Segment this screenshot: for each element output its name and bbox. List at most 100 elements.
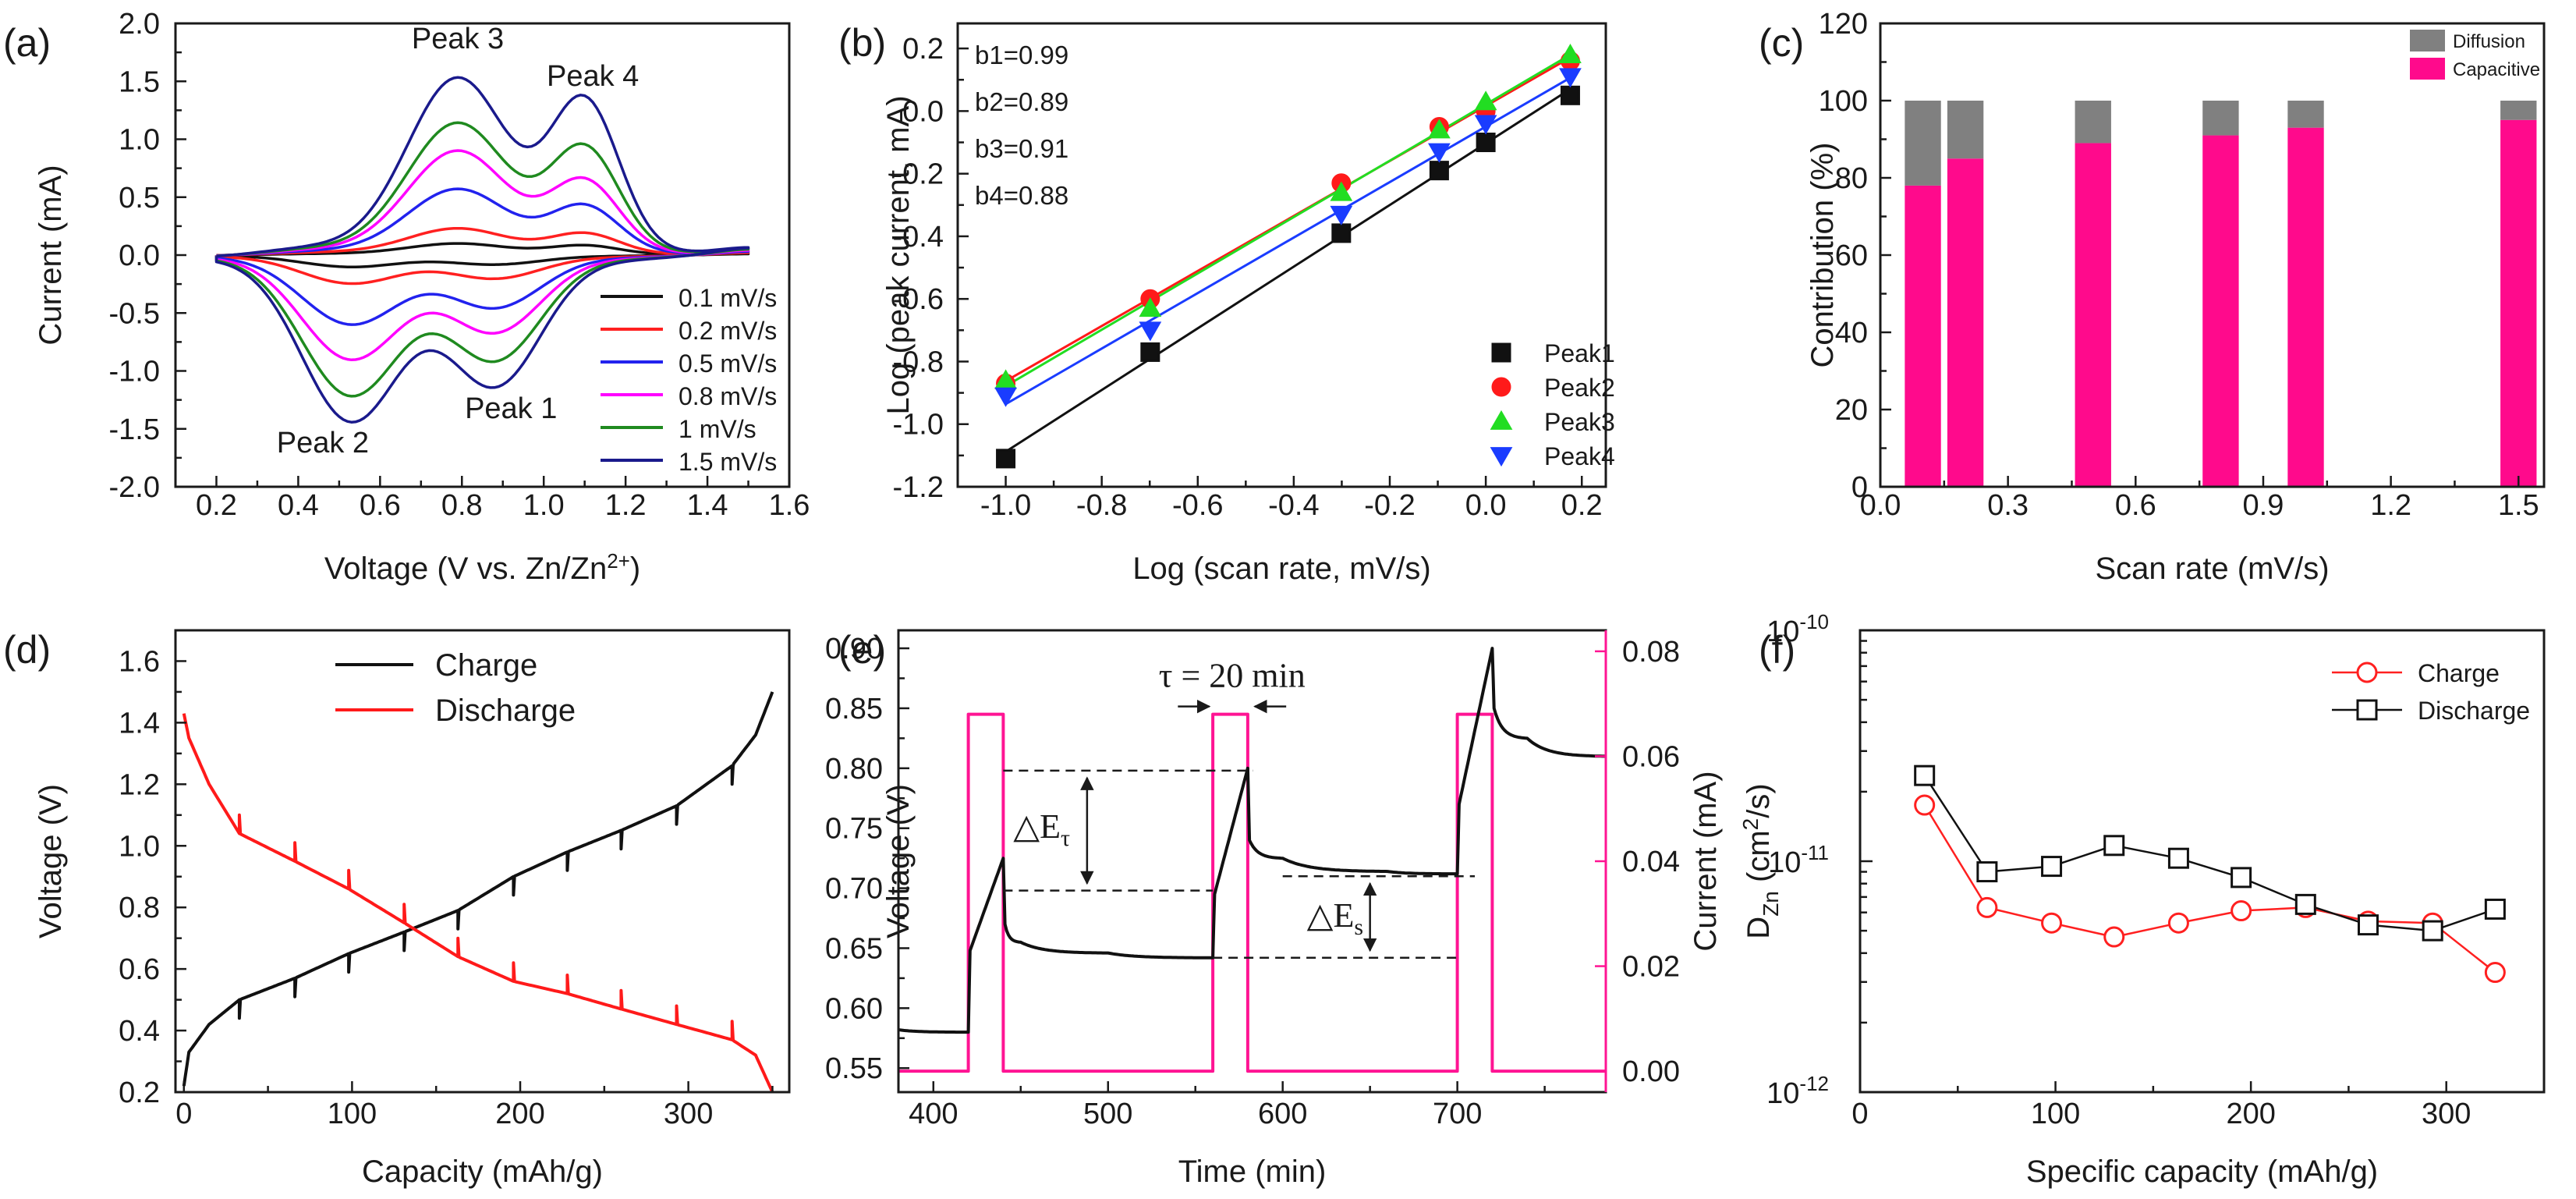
data-point: [2422, 920, 2443, 942]
y-tick-label: -1.2: [893, 471, 944, 504]
y-axis-label-sup: 2: [1738, 818, 1763, 831]
data-point: [1139, 321, 1162, 342]
x-tick-label: 0: [175, 1098, 192, 1130]
fit-line-3: [1005, 76, 1571, 406]
panel-label: (b): [838, 21, 886, 65]
delta-e-tau-label: △Eτ: [1013, 807, 1070, 851]
legend-label: 0.8 mV/s: [679, 382, 777, 410]
y-tick-label: 60: [1835, 239, 1868, 272]
data-point: [2357, 914, 2379, 936]
x-tick-label: 200: [2226, 1098, 2275, 1130]
legend-label: 1.5 mV/s: [679, 448, 777, 476]
y-tick-label: 10-11: [1768, 841, 1829, 879]
data-point: [2231, 867, 2252, 889]
y-tick-exp: -12: [1799, 1072, 1829, 1095]
delta-e-tau-sub: τ: [1061, 825, 1070, 851]
y-tick-label: 1.6: [119, 645, 160, 678]
x-tick-label: 0.9: [2243, 489, 2284, 522]
y-tick-label: -1.0: [893, 409, 944, 442]
x-tick-label: 1.0: [523, 489, 565, 522]
panel-label: (e): [838, 628, 886, 672]
y2-tick-label: 0.00: [1622, 1055, 1680, 1088]
x-tick-label: 1.5: [2498, 489, 2539, 522]
y-tick-label: 0.6: [119, 953, 160, 986]
y-tick-label: 0.90: [825, 633, 883, 665]
x-tick-label: -0.8: [1076, 489, 1127, 522]
y-axis-label-end: /s): [1742, 783, 1776, 818]
x-axis-label: Log (scan rate, mV/s): [1132, 552, 1430, 586]
y-axis-label-rest: (cm: [1742, 830, 1776, 891]
data-point: [2103, 926, 2125, 948]
x-tick-label: -0.2: [1364, 489, 1415, 522]
x-tick-label: 1.4: [687, 489, 728, 522]
y-axis-label-sub: Zn: [1759, 891, 1783, 917]
x-axis-label: Time (min): [1178, 1155, 1327, 1189]
x-tick-label: 0.4: [278, 489, 319, 522]
data-point: [1474, 90, 1497, 111]
data-point: [1428, 119, 1451, 139]
bar-diffusion: [1905, 101, 1941, 186]
y-tick-label: 0.65: [825, 932, 883, 965]
legend-marker: [1490, 410, 1513, 430]
legend-label: Charge: [435, 648, 537, 683]
y-tick-label: 0.2: [902, 33, 944, 66]
bar-diffusion: [2500, 101, 2537, 120]
legend-label: Charge: [2418, 659, 2500, 687]
peak-label: Peak 4: [547, 60, 639, 93]
peak-label: Peak 1: [465, 392, 557, 425]
y-tick-label: -0.8: [893, 346, 944, 378]
b-value-label: b4=0.88: [975, 181, 1068, 210]
x-axis-label-text: Voltage (V vs. Zn/Zn: [324, 552, 607, 586]
b-value-label: b2=0.89: [975, 87, 1068, 116]
bar-capacitive: [1905, 185, 1941, 487]
data-point: [1139, 297, 1162, 317]
y-tick-label: 0.60: [825, 992, 883, 1025]
y2-axis-label: Current (mA): [1688, 771, 1723, 951]
x-tick-label: 700: [1433, 1098, 1482, 1130]
x-tick-label: 1.2: [605, 489, 647, 522]
panel-label: (d): [3, 628, 51, 672]
legend-label: Peak3: [1544, 408, 1615, 436]
y-tick-label: 0: [1851, 471, 1868, 504]
cv-curve-5: [214, 76, 750, 424]
y-tick-label: 120: [1819, 8, 1868, 41]
y-tick-label: 0.0: [119, 239, 160, 272]
y-axis-label: Voltage (V): [34, 784, 68, 938]
peak-label: Peak 3: [412, 23, 504, 55]
legend-label: Peak4: [1544, 442, 1615, 470]
x-tick-label: -0.6: [1172, 489, 1223, 522]
legend-marker: [1490, 447, 1513, 467]
data-point: [1914, 794, 1936, 816]
x-tick-label: 1.6: [769, 489, 810, 522]
legend-label: Diffusion: [2453, 31, 2525, 52]
data-point: [1559, 68, 1582, 88]
data-point: [1428, 143, 1451, 163]
y-tick-label: -1.0: [109, 356, 160, 388]
delta-e-tau-main: △E: [1013, 807, 1061, 846]
legend-label: 0.5 mV/s: [679, 349, 777, 378]
y-tick-label: -2.0: [109, 471, 160, 504]
y-tick-label: 0.4: [119, 1015, 160, 1048]
legend-label: Peak1: [1544, 339, 1615, 367]
data-point: [1331, 223, 1352, 243]
panel-label: (f): [1759, 628, 1795, 672]
data-point: [1474, 115, 1497, 135]
bar-diffusion: [2287, 101, 2324, 128]
data-point: [1914, 764, 1936, 786]
gitt-curve-0: [182, 691, 774, 1087]
x-tick-label: 0.2: [1561, 489, 1603, 522]
x-axis-label: Voltage (V vs. Zn/Zn2+): [324, 549, 640, 586]
plot-frame: [174, 629, 791, 1094]
x-tick-label: 0.8: [441, 489, 483, 522]
y-tick-base: 10: [1766, 1077, 1799, 1110]
y-tick-label: 1.0: [119, 124, 160, 157]
panel-label: (a): [3, 21, 51, 65]
data-point: [1330, 205, 1353, 225]
y-tick-label: -0.6: [893, 283, 944, 316]
gitt-curve-1: [182, 713, 774, 1093]
x-tick-label: 0.3: [1987, 489, 2029, 522]
y2-tick-label: 0.06: [1622, 740, 1680, 773]
y-tick-label: 1.5: [119, 66, 160, 98]
y-tick-label: 20: [1835, 394, 1868, 427]
